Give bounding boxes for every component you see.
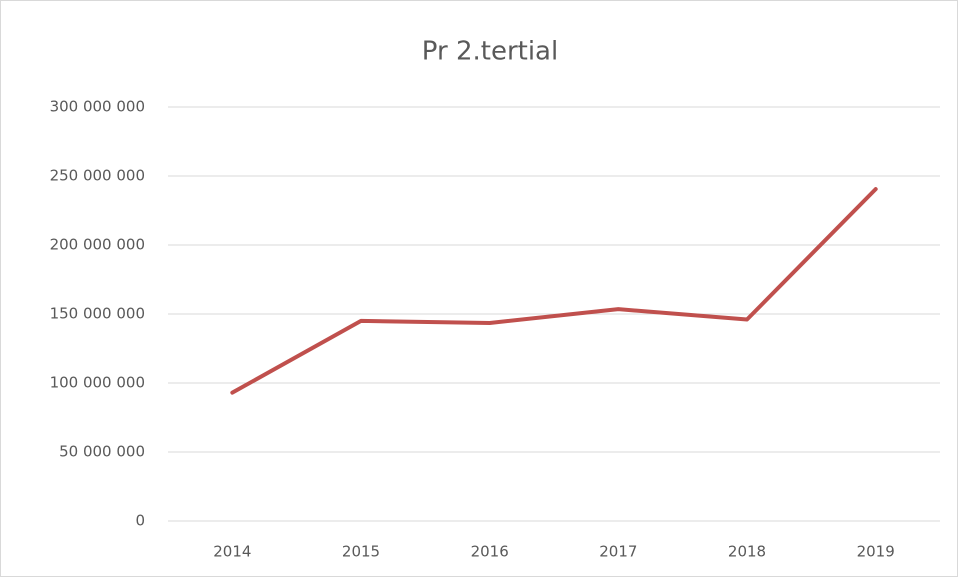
- x-tick-label: 2014: [213, 543, 251, 561]
- y-tick-label: 250 000 000: [50, 167, 145, 185]
- chart-title: Pr 2.tertial: [422, 37, 558, 67]
- y-tick-label: 100 000 000: [50, 374, 145, 392]
- y-tick-label: 200 000 000: [50, 236, 145, 254]
- x-tick-label: 2015: [342, 543, 380, 561]
- x-tick-label: 2016: [471, 543, 509, 561]
- x-tick-label: 2019: [857, 543, 895, 561]
- y-tick-label: 0: [135, 512, 145, 530]
- data-line: [230, 187, 878, 395]
- x-tick-label: 2018: [728, 543, 766, 561]
- x-tick-label: 2017: [599, 543, 637, 561]
- y-tick-label: 300 000 000: [50, 98, 145, 116]
- y-tick-label: 150 000 000: [50, 305, 145, 323]
- y-tick-label: 50 000 000: [59, 443, 145, 461]
